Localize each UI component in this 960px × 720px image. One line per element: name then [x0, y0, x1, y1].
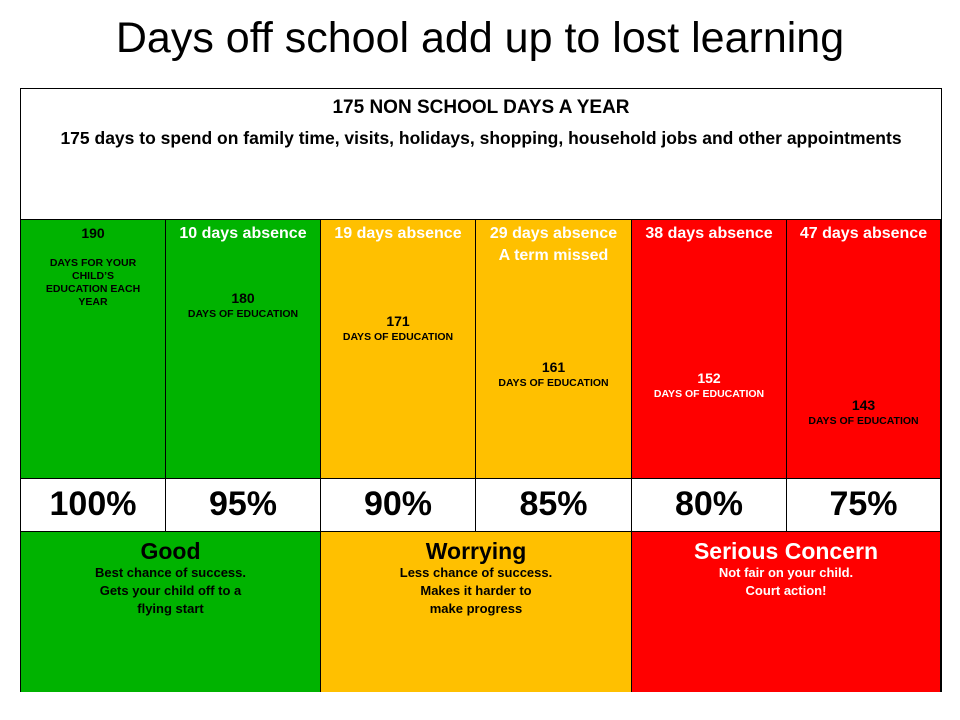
- absence-days: 19 days absence: [325, 223, 471, 245]
- attendance-percentage: 80%: [632, 478, 787, 532]
- rating-detail: flying start: [137, 601, 204, 616]
- rating-detail: Court action!: [745, 583, 827, 598]
- absence-text: 47 days absence: [799, 225, 928, 242]
- header-heading: 175 NON SCHOOL DAYS A YEAR: [332, 97, 630, 118]
- days-label: DAYS OF EDUCATION: [653, 388, 765, 400]
- absence-days: 29 days absence A term missed: [480, 223, 627, 267]
- education-days: 161 DAYS OF EDUCATION: [478, 359, 629, 390]
- days-number: 180: [231, 290, 255, 306]
- absence-column: 47 days absence 143 DAYS OF EDUCATION: [787, 220, 941, 478]
- education-days: 152 DAYS OF EDUCATION: [634, 370, 784, 401]
- absence-column: 10 days absence 180 DAYS OF EDUCATION: [166, 220, 321, 478]
- days-number: 143: [851, 397, 876, 413]
- rating-detail: Not fair on your child.: [718, 565, 854, 580]
- education-days: 143 DAYS OF EDUCATION: [789, 397, 938, 428]
- days-number: 190: [81, 225, 105, 241]
- attendance-percentage: 90%: [321, 478, 476, 532]
- absence-column: 29 days absence A term missed 161 DAYS OF E…: [476, 220, 632, 478]
- header-cell: 175 NON SCHOOL DAYS A YEAR 175 days to s…: [21, 89, 941, 220]
- header-text: 175 days to spend on family time, visits…: [60, 128, 902, 148]
- absence-text: 10 days absence: [179, 225, 307, 242]
- days-label: DAYS FOR YOUR CHILD’S EDUCATION EACH YEA…: [45, 257, 141, 308]
- days-number: 171: [386, 313, 410, 329]
- attendance-table: 175 NON SCHOOL DAYS A YEAR 175 days to s…: [20, 88, 942, 692]
- absence-text: 29 days absence: [489, 225, 618, 242]
- attendance-percentage: 100%: [21, 478, 166, 532]
- education-days: 180 DAYS OF EDUCATION: [168, 290, 318, 321]
- rating-detail: make progress: [429, 601, 523, 616]
- absence-days: 47 days absence: [791, 223, 936, 245]
- absence-column: 38 days absence 152 DAYS OF EDUCATION: [632, 220, 787, 478]
- attendance-percentage: 85%: [476, 478, 632, 532]
- rating-label: Good: [140, 538, 201, 564]
- education-days: 171 DAYS OF EDUCATION: [323, 313, 473, 344]
- days-label: DAYS OF EDUCATION: [498, 377, 609, 389]
- days-label: DAYS OF EDUCATION: [342, 331, 454, 343]
- rating-label: Worrying: [425, 538, 527, 564]
- absence-column: 19 days absence 171 DAYS OF EDUCATION: [321, 220, 476, 478]
- absence-text: 38 days absence: [645, 225, 773, 242]
- rating-detail: Best chance of success.: [94, 565, 247, 580]
- rating-detail: Gets your child off to a: [99, 583, 242, 598]
- education-days: 190 DAYS FOR YOUR CHILD’S EDUCATION EACH …: [23, 225, 163, 309]
- attendance-percentage: 75%: [787, 478, 941, 532]
- absence-text: 19 days absence: [334, 225, 462, 242]
- rating-detail: Less chance of success.: [399, 565, 553, 580]
- attendance-percentage: 95%: [166, 478, 321, 532]
- days-label: DAYS OF EDUCATION: [808, 415, 919, 427]
- rating-label: Serious Concern: [693, 538, 879, 564]
- rating-cell: Serious Concern Not fair on your child. Co…: [632, 532, 941, 692]
- days-number: 161: [541, 359, 566, 375]
- absence-days: 10 days absence: [170, 223, 316, 245]
- slide-title: Days off school add up to lost learning: [115, 14, 845, 62]
- days-label: DAYS OF EDUCATION: [187, 308, 299, 320]
- days-number: 152: [697, 370, 721, 386]
- absence-days: 38 days absence: [636, 223, 782, 245]
- absence-column: 190 DAYS FOR YOUR CHILD’S EDUCATION EACH …: [21, 220, 166, 478]
- absence-note: A term missed: [498, 247, 609, 264]
- rating-detail: Makes it harder to: [420, 583, 532, 598]
- rating-cell: Worrying Less chance of success. Makes it …: [321, 532, 632, 692]
- rating-cell: Good Best chance of success. Gets your chi…: [21, 532, 321, 692]
